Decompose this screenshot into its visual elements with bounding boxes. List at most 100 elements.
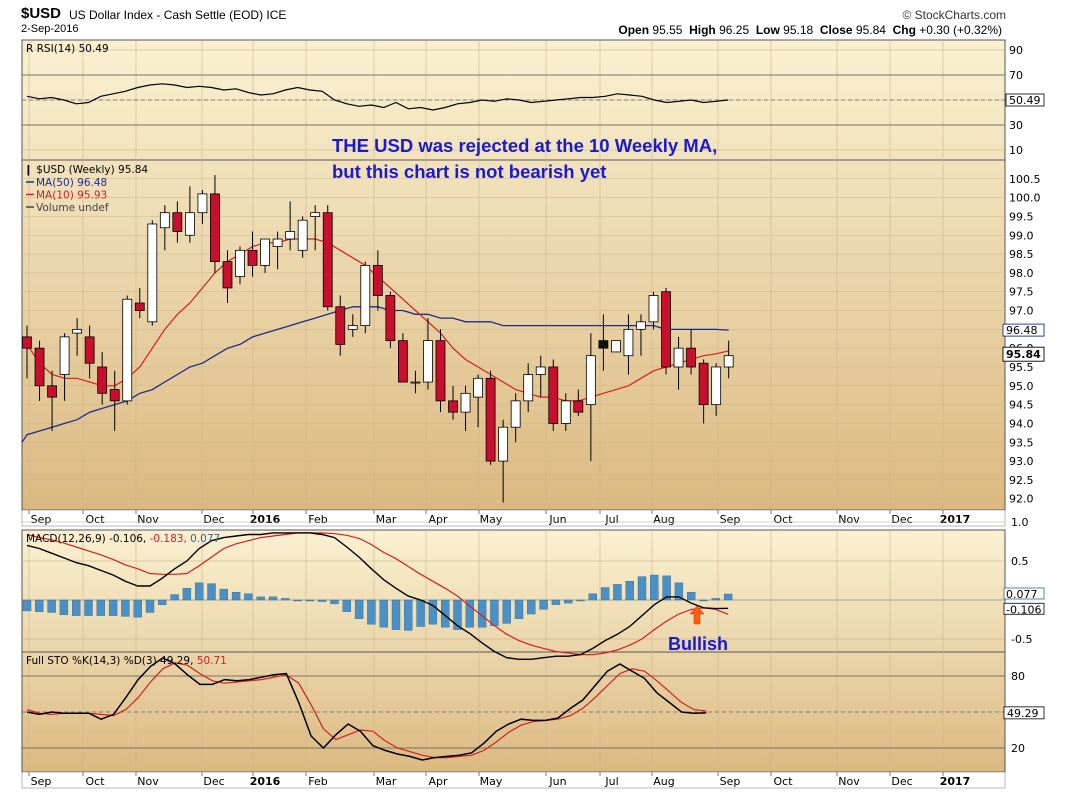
open-label: Open [618, 23, 650, 37]
candle-body [159, 212, 170, 229]
candle-body [460, 392, 471, 413]
candle [235, 246, 245, 285]
sto-d-line [26, 662, 707, 759]
macd-signal-line [26, 532, 729, 656]
macd-histogram-bar [600, 587, 610, 601]
month-label: Oct [773, 513, 793, 526]
price-tick-label: 94.0 [1009, 417, 1034, 430]
candle-body [385, 295, 396, 342]
macd-histogram-bar [96, 599, 106, 616]
macd-histogram-bar [133, 599, 142, 618]
candle-body [210, 193, 220, 263]
month-label: 2017 [940, 513, 971, 526]
bullish-annotation: Bullish [668, 634, 728, 654]
month-label: 2016 [250, 513, 281, 526]
sto-legend-part: 50.71 [193, 655, 226, 667]
candle [134, 287, 145, 319]
macd-histogram-bar [723, 593, 733, 601]
candle [723, 340, 734, 379]
candle-body [97, 366, 108, 394]
candle [97, 351, 108, 405]
candle [598, 314, 609, 371]
macd-legend-part: -0.183, [146, 533, 187, 545]
month-label: Apr [428, 775, 448, 788]
candle [285, 201, 296, 251]
candle [360, 261, 371, 334]
rsi-legend: R RSI(14) 50.49 [26, 43, 109, 55]
candle-body [435, 340, 446, 402]
price-tick-label: 93.5 [1009, 436, 1034, 449]
candle-body [636, 321, 646, 330]
high-value: 96.25 [719, 23, 750, 37]
low-label: Low [755, 23, 780, 37]
price-tick-label: 92.0 [1009, 493, 1034, 506]
candle-body [423, 340, 433, 383]
month-label: 2017 [940, 775, 971, 788]
candle-body [22, 336, 32, 349]
candle [448, 385, 458, 420]
candle [473, 374, 483, 428]
open-value: 95.55 [652, 23, 683, 37]
candle [34, 340, 45, 401]
month-label: Sep [720, 513, 741, 526]
candle [197, 190, 208, 224]
lower-plot-area [21, 529, 1006, 773]
candle-body [322, 212, 333, 308]
candle-body [485, 377, 496, 462]
candle [523, 363, 534, 413]
macd-histogram-bar [330, 599, 339, 605]
month-label: Apr [428, 513, 448, 526]
source-credit[interactable]: © StockCharts.com [902, 8, 1006, 22]
macd-histogram-bar [711, 598, 720, 601]
instrument-description: US Dollar Index - Cash Settle (EOD) ICE [69, 8, 287, 22]
macd-histogram-bar [354, 599, 364, 619]
candle-body [410, 381, 421, 384]
candle-body [623, 328, 634, 357]
candle [711, 363, 722, 416]
macd-histogram-bar [145, 599, 155, 613]
macd-histogram-bar [35, 599, 44, 612]
rsi-line [26, 83, 729, 111]
candle-body [285, 231, 296, 240]
candle [636, 314, 646, 356]
rsi-tick-label: 30 [1009, 119, 1023, 132]
macd-histogram-bar [47, 599, 56, 613]
macd-hist-last-value: 0.077 [1006, 588, 1038, 601]
candle [372, 250, 383, 311]
macd-last-value: -0.106 [1006, 603, 1041, 616]
month-label: Nov [838, 513, 860, 526]
candle [611, 340, 621, 353]
candle-body [448, 400, 458, 413]
macd-histogram-bar [477, 599, 487, 628]
month-label: Oct [85, 513, 105, 526]
macd-histogram-bar [342, 599, 351, 612]
candle-body [473, 377, 483, 398]
price-legend-item: MA(50) 96.48 [36, 177, 107, 189]
sto-k-line [26, 657, 707, 761]
candle [661, 287, 671, 375]
candle-body [235, 249, 245, 278]
candle [109, 370, 120, 431]
month-label: Sep [720, 775, 741, 788]
month-label: Sep [31, 513, 52, 526]
candle [460, 385, 471, 431]
ma10-line [21, 238, 729, 402]
macd-tick-label: -0.5 [1011, 633, 1032, 646]
month-label: Sep [31, 775, 52, 788]
candle [385, 291, 396, 349]
candle [585, 333, 596, 462]
macd-legend-part: 0.077 [187, 533, 220, 545]
candle [573, 389, 584, 416]
macd-histogram-bar [318, 599, 327, 602]
candle [397, 333, 408, 383]
candle [122, 295, 133, 405]
rsi-tick-label: 90 [1009, 44, 1023, 57]
macd-histogram-bar [551, 599, 561, 605]
chg-label: Chg [892, 23, 916, 37]
high-label: High [689, 23, 716, 37]
macd-histogram-bar [650, 574, 659, 601]
candle-body [34, 347, 45, 387]
macd-line [26, 532, 729, 660]
